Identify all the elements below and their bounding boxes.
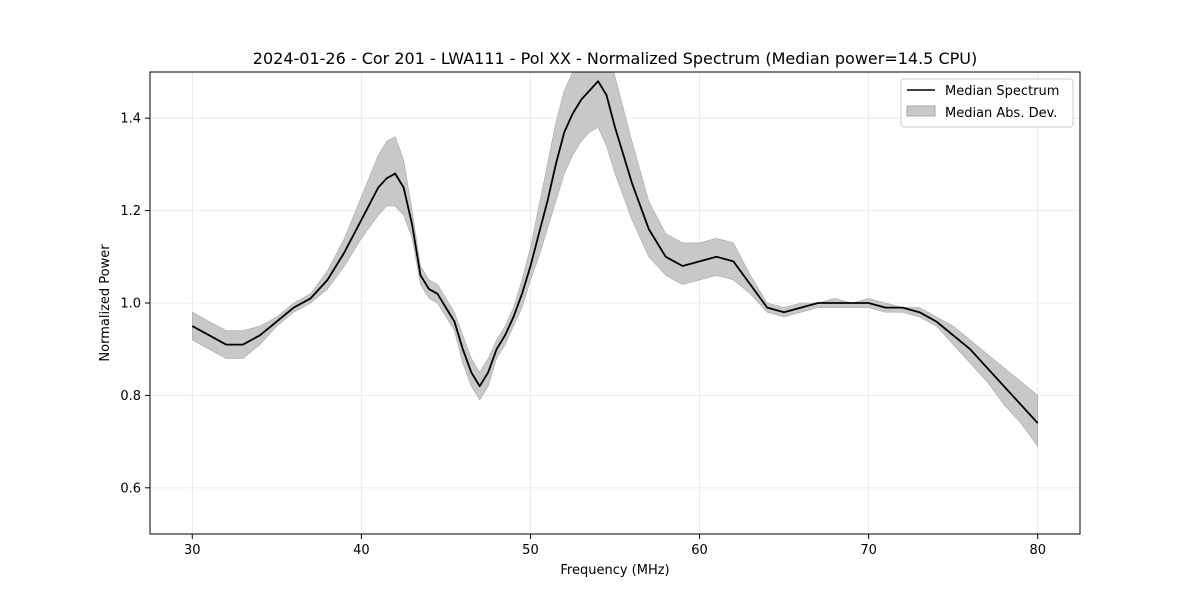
plot-area xyxy=(191,72,1039,448)
legend-fill-swatch xyxy=(906,105,936,117)
x-tick-label: 60 xyxy=(691,543,708,558)
y-tick-label: 1.0 xyxy=(120,297,141,312)
x-tick-label: 70 xyxy=(860,543,877,558)
series-group xyxy=(191,72,1039,448)
legend-box xyxy=(900,78,1074,128)
y-axis-label: Normalized Power xyxy=(98,244,113,362)
x-tick-label: 80 xyxy=(1029,543,1046,558)
x-tick-label: 50 xyxy=(522,543,539,558)
y-tick-label: 1.2 xyxy=(120,204,141,219)
x-tick-label: 30 xyxy=(184,543,201,558)
legend: Median Spectrum Median Abs. Dev. xyxy=(900,78,1074,128)
chart-title: 2024-01-26 - Cor 201 - LWA111 - Pol XX -… xyxy=(253,49,977,68)
legend-entry-median-spectrum: Median Spectrum xyxy=(945,84,1059,99)
x-tick-label: 40 xyxy=(353,543,370,558)
y-tick-label: 0.8 xyxy=(120,389,141,404)
median-spectrum-line xyxy=(191,80,1039,424)
legend-entry-median-abs-dev: Median Abs. Dev. xyxy=(945,106,1057,121)
y-tick-label: 0.6 xyxy=(120,481,141,496)
y-tick-label: 1.4 xyxy=(120,112,141,127)
x-axis-label: Frequency (MHz) xyxy=(560,563,669,578)
ticks: 30 40 50 60 70 80 0.6 0.8 1.0 1.2 1.4 xyxy=(120,112,1046,558)
mad-band xyxy=(192,72,1038,448)
